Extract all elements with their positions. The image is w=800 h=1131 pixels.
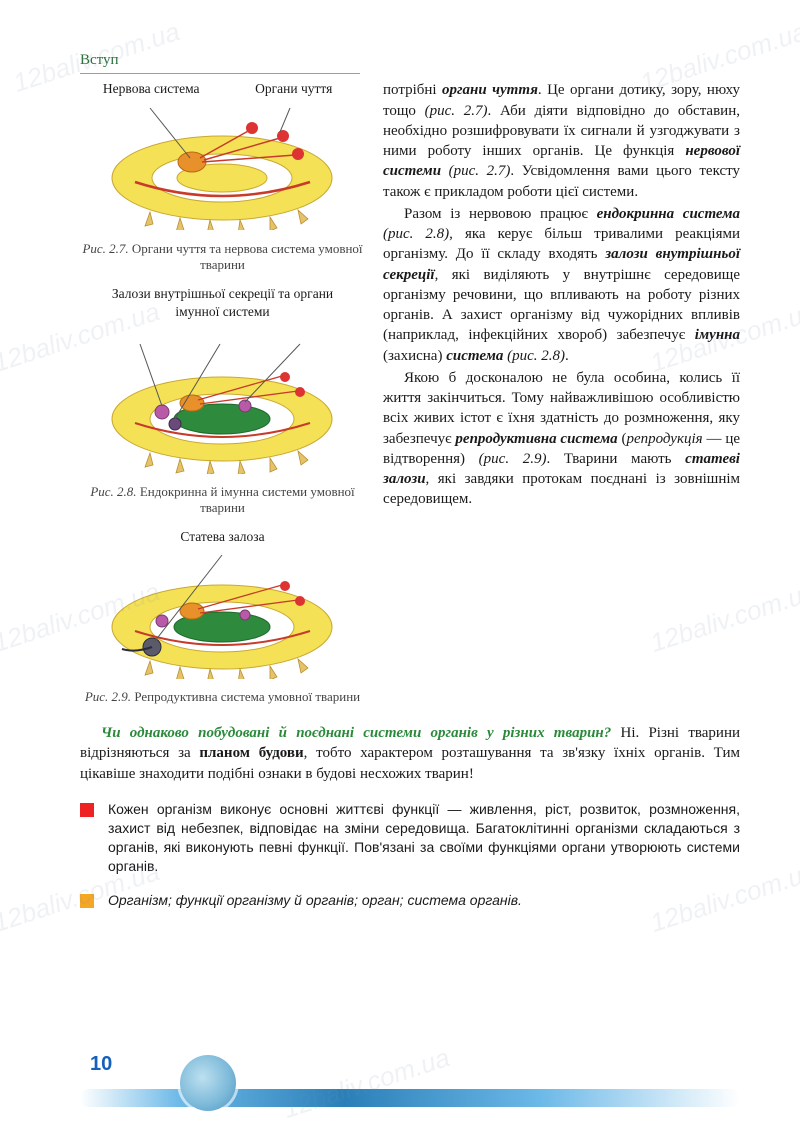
fig28-ref: Рис. 2.8.: [90, 484, 136, 499]
paragraph-1: потрібні органи чуття. Це органи дотику,…: [383, 80, 740, 202]
p2b: ендокринна система: [597, 206, 740, 222]
paragraph-2: Разом із нервовою працює ендокринна сист…: [383, 204, 740, 366]
p2a: Разом із нервовою працює: [404, 206, 597, 222]
page-number: 10: [90, 1051, 112, 1078]
summary-orange-text: Організм; функції організму й органів; о…: [108, 891, 522, 910]
two-column-layout: Нервова система Органи чуття: [80, 80, 740, 717]
figure-2-8-svg: [80, 324, 365, 474]
fig27-label-nervous: Нервова система: [80, 80, 223, 98]
p2h: імунна: [695, 327, 740, 343]
p3i: , які завдяки протокам поєднані із зовні…: [383, 471, 740, 507]
page-footer: 10: [80, 1047, 740, 1107]
p2l: (рис. 2.8): [507, 348, 565, 364]
p1d: (рис. 2.7): [425, 103, 488, 119]
p1a: потрібні: [383, 82, 442, 98]
p2j: система: [446, 348, 503, 364]
fig27-cap-text: Органи чуття та нервова система умовної …: [129, 241, 363, 272]
red-square-icon: [80, 803, 94, 817]
fig29-ref: Рис. 2.9.: [85, 689, 131, 704]
footer-globe-icon: [180, 1055, 236, 1111]
fig28-label-top: Залози внутрішньої секреції та органи ім…: [93, 285, 353, 321]
section-header: Вступ: [80, 50, 360, 74]
figure-2-8-caption: Рис. 2.8. Ендокринна й імунна системи ум…: [80, 484, 365, 517]
fig29-cap-text: Репродуктивна система умовної тварини: [131, 689, 360, 704]
fig27-label-sense: Органи чуття: [223, 80, 366, 98]
text-column: потрібні органи чуття. Це органи дотику,…: [383, 80, 740, 717]
fig29-label-top: Статева залоза: [170, 528, 274, 546]
figure-2-7-labels: Нервова система Органи чуття: [80, 80, 365, 98]
p2d: (рис. 2.8): [383, 226, 449, 242]
figure-2-7: Нервова система Органи чуття: [80, 80, 365, 273]
figure-2-8-labels: Залози внутрішньої секреції та органи ім…: [80, 285, 365, 321]
p2i: (захисна): [383, 348, 446, 364]
figure-2-9-svg: [80, 549, 365, 679]
p1b: органи чуття: [442, 82, 538, 98]
figure-2-9-caption: Рис. 2.9. Репродуктивна система умовної …: [80, 689, 365, 705]
p1h: (рис. 2.7): [449, 163, 511, 179]
p2g: , які виділяють у внутрішнє середовище о…: [383, 267, 740, 344]
footer-gradient-bar: [80, 1089, 740, 1107]
fig28-cap-text: Ендокринна й імунна системи умовної твар…: [137, 484, 355, 515]
paragraph-3: Якою б досконалою не була особина, колис…: [383, 368, 740, 510]
summary-red-block: Кожен організм виконує основні життєві ф…: [80, 800, 740, 876]
figure-2-8: Залози внутрішньої секреції та органи ім…: [80, 285, 365, 516]
fig27-ref: Рис. 2.7.: [82, 241, 128, 256]
summary-orange-block: Організм; функції організму й органів; о…: [80, 891, 740, 910]
p3f: (рис. 2.9): [479, 451, 547, 467]
summary-red-text: Кожен організм виконує основні життєві ф…: [108, 800, 740, 876]
orange-square-icon: [80, 894, 94, 908]
p3g: . Тварини мають: [546, 451, 685, 467]
p1g: [441, 163, 449, 179]
p2m: .: [565, 348, 569, 364]
answer-b: планом будови: [199, 745, 303, 761]
p3b: репродуктивна система: [455, 431, 617, 447]
figure-2-9: Статева залоза: [80, 528, 365, 705]
figure-2-9-labels: Статева залоза: [80, 528, 365, 546]
p3d: репродукція: [626, 431, 702, 447]
question-text: Чи однаково побудовані й поєднані систем…: [101, 725, 611, 741]
figures-column: Нервова система Органи чуття: [80, 80, 365, 717]
figure-2-7-caption: Рис. 2.7. Органи чуття та нервова систем…: [80, 241, 365, 274]
figure-2-7-svg: [80, 100, 365, 230]
question-answer-paragraph: Чи однаково побудовані й поєднані систем…: [80, 723, 740, 784]
